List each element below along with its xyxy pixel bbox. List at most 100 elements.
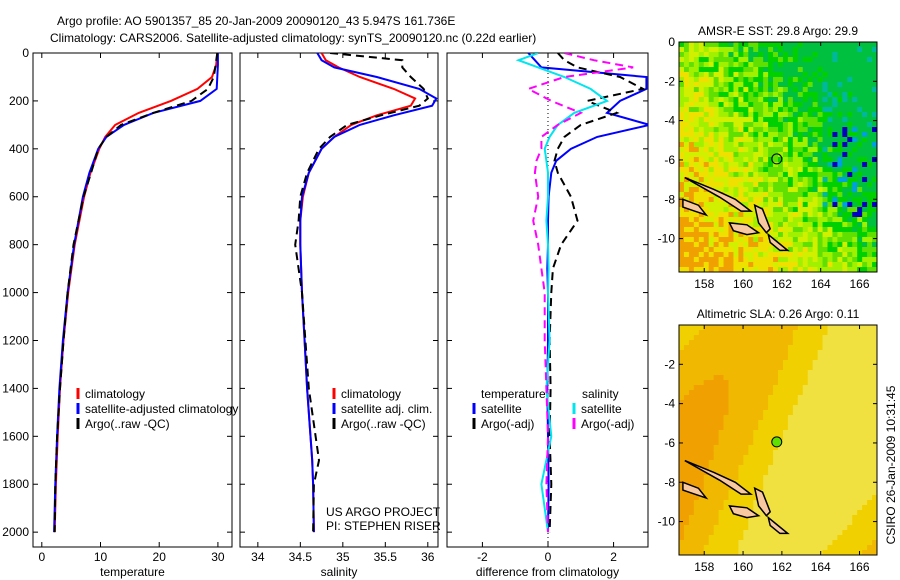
map-cell	[763, 465, 769, 471]
map-cell	[822, 510, 828, 516]
map-cell	[718, 505, 724, 511]
map-cell	[679, 405, 685, 411]
map-cell	[738, 470, 744, 476]
map-cell	[763, 147, 769, 153]
map-cell	[797, 370, 804, 376]
map-cell	[733, 122, 739, 128]
map-cell	[857, 167, 863, 173]
map-cell	[693, 470, 700, 476]
map-cell	[708, 132, 715, 138]
map-cell	[867, 67, 873, 73]
map-cell	[743, 72, 749, 78]
map-cell	[679, 355, 685, 361]
map-cell	[763, 435, 769, 441]
map-cell	[758, 535, 764, 541]
map-cell	[802, 112, 809, 118]
map-cell	[822, 370, 828, 376]
map-cell	[773, 152, 779, 158]
map-cell	[698, 77, 705, 83]
map-cell	[758, 237, 764, 243]
map-cell	[847, 77, 853, 83]
map-cell	[698, 202, 705, 208]
map-cell	[688, 510, 695, 516]
map-frame	[678, 41, 878, 273]
map-cell	[768, 42, 774, 48]
map-cell	[688, 147, 695, 153]
map-cell	[723, 425, 729, 431]
map-cell	[797, 47, 804, 53]
map-cell	[708, 410, 715, 416]
map-cell	[693, 87, 700, 93]
map-cell	[817, 430, 823, 436]
island-coastline	[753, 203, 772, 234]
map-cell	[753, 445, 759, 451]
map-cell	[693, 132, 700, 138]
map-cell	[787, 360, 794, 366]
map-cell	[728, 500, 734, 506]
map-cell	[787, 232, 794, 238]
map-cell	[852, 132, 858, 138]
series-line-salinity-argo-adj-	[525, 53, 634, 533]
island-coastline	[767, 515, 790, 535]
map-cell	[817, 247, 823, 253]
map-cell	[758, 252, 764, 258]
map-cell	[862, 82, 868, 88]
map-cell	[842, 117, 848, 123]
map-cell	[847, 262, 853, 268]
map-cell	[802, 257, 809, 263]
map-cell	[792, 47, 799, 53]
map-cell	[723, 355, 729, 361]
map-cell	[802, 212, 809, 218]
y-tick-label: -4	[664, 397, 675, 411]
map-cell	[753, 142, 759, 148]
map-cell	[693, 162, 700, 168]
map-cell	[837, 167, 843, 173]
map-cell	[693, 500, 700, 506]
map-cell	[753, 132, 759, 138]
map-cell	[778, 137, 784, 143]
map-cell	[827, 217, 833, 223]
map-cell	[837, 455, 843, 461]
map-cell	[797, 385, 804, 391]
map-cell	[753, 525, 759, 531]
map-cell	[758, 102, 764, 108]
map-cell	[797, 480, 804, 486]
map-cell	[713, 67, 719, 73]
map-cell	[688, 475, 695, 481]
map-cell	[842, 480, 848, 486]
map-cell	[832, 102, 838, 108]
map-cell	[728, 400, 734, 406]
map-cell	[857, 237, 863, 243]
map-cell	[827, 490, 833, 496]
map-cell	[713, 57, 719, 63]
map-cell	[817, 122, 823, 128]
map-cell	[688, 495, 695, 501]
map-cell	[763, 47, 769, 53]
map-cell	[787, 222, 794, 228]
map-cell	[718, 267, 724, 273]
map-cell	[837, 132, 843, 138]
map-cell	[852, 237, 858, 243]
map-cell	[812, 455, 818, 461]
map-cell	[827, 42, 833, 48]
map-cell	[847, 217, 853, 223]
map-cell	[782, 72, 789, 78]
map-cell	[748, 257, 754, 263]
map-cell	[748, 465, 754, 471]
map-cell	[703, 252, 710, 258]
map-cell	[857, 47, 863, 53]
map-cell	[703, 500, 710, 506]
map-cell	[827, 515, 833, 521]
map-cell	[693, 152, 700, 158]
map-cell	[842, 535, 848, 541]
map-cell	[708, 137, 715, 143]
map-cell	[817, 187, 823, 193]
map-cell	[758, 360, 764, 366]
map-cell	[867, 355, 873, 361]
map-cell	[852, 350, 858, 356]
map-cell	[778, 380, 784, 386]
map-cell	[723, 142, 729, 148]
map-cell	[832, 335, 838, 341]
map-cell	[768, 425, 774, 431]
map-cell	[738, 475, 744, 481]
